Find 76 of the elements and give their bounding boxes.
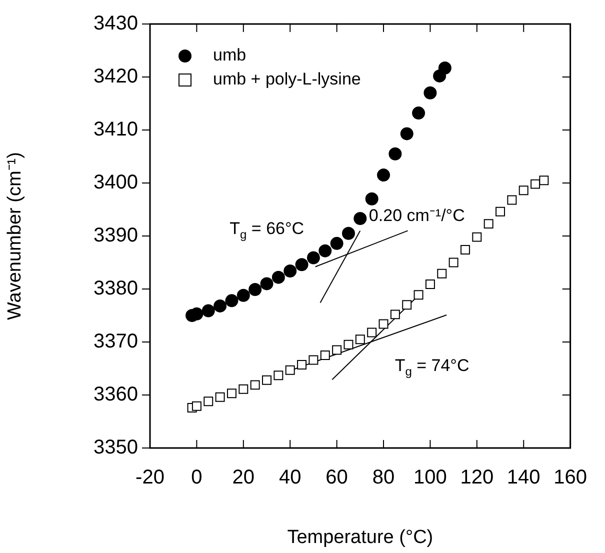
point xyxy=(248,283,262,296)
point xyxy=(484,219,494,229)
point xyxy=(390,310,400,320)
point xyxy=(318,244,332,258)
x-tick-label: 160 xyxy=(554,466,588,489)
y-tick-label: 3370 xyxy=(94,330,138,353)
annotation: 0.20 cm⁻¹/°C xyxy=(368,206,465,225)
y-tick-label: 3380 xyxy=(94,278,138,300)
point xyxy=(367,328,377,338)
point xyxy=(284,264,297,278)
point xyxy=(448,258,458,268)
point xyxy=(402,300,412,310)
point xyxy=(507,195,517,205)
point xyxy=(238,384,248,394)
point xyxy=(472,232,482,242)
point xyxy=(226,388,236,398)
point xyxy=(377,168,390,182)
point xyxy=(342,226,355,240)
x-tick-label: 40 xyxy=(278,466,302,489)
point xyxy=(225,294,238,308)
x-tick-label: 80 xyxy=(372,466,395,489)
point xyxy=(260,277,274,290)
point xyxy=(437,268,447,278)
point xyxy=(424,86,437,100)
point xyxy=(214,299,227,312)
y-tick-label: 3350 xyxy=(94,436,138,459)
point xyxy=(355,334,365,344)
y-tick-label: 3360 xyxy=(94,384,138,406)
point xyxy=(274,370,284,380)
point xyxy=(297,360,307,370)
x-tick-label: 120 xyxy=(460,466,494,489)
point xyxy=(272,270,285,284)
point xyxy=(262,375,272,385)
x-tick-label: 20 xyxy=(232,466,255,489)
y-tick-label: 3390 xyxy=(94,224,138,247)
point xyxy=(236,288,250,302)
point xyxy=(539,176,549,186)
point xyxy=(365,192,378,206)
point xyxy=(320,350,330,360)
x-axis-title: Temperature (°C) xyxy=(287,526,434,548)
point xyxy=(438,61,452,74)
point xyxy=(354,212,367,226)
point xyxy=(425,279,435,289)
y-tick-label: 3430 xyxy=(94,12,138,35)
point xyxy=(332,345,342,355)
point xyxy=(518,186,528,196)
x-tick-label: 0 xyxy=(191,466,202,489)
point xyxy=(204,396,214,406)
x-tick-label: 100 xyxy=(414,466,447,489)
legend-label: umb + poly-L-lysine xyxy=(213,70,361,89)
point xyxy=(250,380,260,390)
point xyxy=(306,251,320,264)
point xyxy=(308,355,318,365)
point xyxy=(460,245,470,255)
point xyxy=(215,392,225,402)
y-tick-label: 3420 xyxy=(94,66,138,88)
point xyxy=(388,147,402,160)
point xyxy=(295,258,308,272)
point xyxy=(414,290,424,300)
point xyxy=(202,304,215,318)
point xyxy=(400,127,414,140)
point xyxy=(285,365,295,375)
point xyxy=(192,401,202,411)
x-tick-label: 60 xyxy=(326,466,348,489)
point xyxy=(344,340,354,350)
y-tick-label: 3410 xyxy=(94,118,138,141)
legend-label: umb xyxy=(213,46,246,65)
point xyxy=(378,319,388,329)
y-tick-label: 3400 xyxy=(94,172,138,194)
point xyxy=(496,206,506,216)
y-axis-title: Wavenumber (cm⁻¹) xyxy=(4,152,26,320)
point xyxy=(412,106,426,120)
x-tick-label: 140 xyxy=(506,466,540,489)
point xyxy=(330,236,344,250)
point xyxy=(530,179,540,189)
x-tick-label: -20 xyxy=(136,466,164,489)
